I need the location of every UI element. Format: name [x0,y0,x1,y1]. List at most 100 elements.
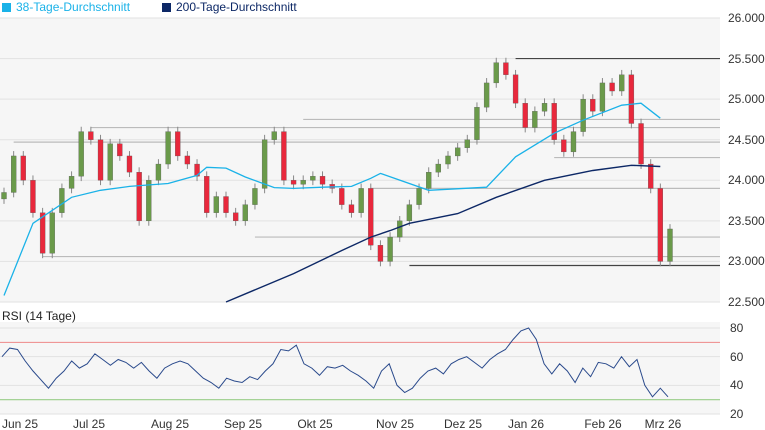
x-tick: Mrz 26 [644,417,682,430]
candle-up [464,139,470,148]
y-tick: 24.000 [728,173,765,188]
candle-up [397,220,403,238]
candle-down [512,74,519,104]
x-tick: Aug 25 [150,417,190,430]
y-tick: 25.500 [728,51,765,66]
candle-up [78,131,84,177]
candle-down [97,139,104,181]
candle-down [551,103,557,140]
candle-down [136,172,142,222]
candle-down [88,131,94,140]
candle-up [68,176,75,189]
candle-up [11,155,17,193]
candle-up [416,188,422,205]
candle-up [667,228,673,262]
candle-down [638,123,644,165]
candle-down [30,180,36,213]
candle-up [261,139,268,189]
x-tick: Okt 25 [297,417,333,430]
legend-swatch-ma200 [162,2,171,12]
candle-up [406,204,413,222]
x-tick: Feb 26 [584,417,622,430]
candle-down [503,62,509,75]
candle-up [165,131,171,165]
candle-down [204,176,210,213]
candle-up [358,188,364,213]
candle-up [252,188,258,205]
candle-up [435,163,441,173]
candle-down [319,176,326,185]
candle-down [590,98,596,112]
candle-down [117,143,123,157]
rsi-title: RSI (14 Tage) [2,309,76,323]
ma200-line [225,164,661,303]
candle-up [300,180,306,185]
candle-up [570,131,577,153]
candle-down [233,212,239,222]
candle-up [1,192,7,200]
candle-up [580,98,586,132]
y-tick: 26.000 [728,11,765,25]
candle-down [184,155,191,165]
candle-up [493,62,499,84]
candle-down [657,188,663,262]
candle-down [290,180,297,185]
ma38-line [3,102,661,296]
candle-up [213,196,219,213]
y-tick: 22.500 [728,295,765,309]
candle-up [271,131,277,140]
x-tick: Dez 25 [443,417,483,430]
candle-up [541,103,548,112]
candle-up [146,180,152,222]
candle-down [223,196,229,213]
y-tick: 23.000 [728,254,765,269]
candle-up [445,155,451,165]
candle-up [619,74,625,92]
y-tick: 25.000 [728,92,765,107]
candle-up [474,107,480,140]
candle-up [426,172,432,189]
candle-down [126,155,133,173]
candle-up [532,111,538,128]
x-tick: Sep 25 [223,417,263,430]
candle-up [49,212,55,254]
candle-down [175,131,181,157]
x-tick: Jun 25 [1,417,39,430]
candle-down [194,163,200,177]
candle-down [609,82,615,92]
candle-up [242,204,248,222]
candle-down [339,188,345,205]
candle-down [648,163,654,189]
y-tick: 24.500 [728,132,765,147]
candle-up [387,236,393,262]
candle-down [281,131,287,181]
legend-swatch-ma38 [2,2,11,12]
legend-ma200: 200-Tage-Durchschnitt [162,0,297,14]
candle-down [368,188,374,246]
candle-down [348,204,355,213]
x-tick: Jul 25 [72,417,106,430]
legend-label-ma200: 200-Tage-Durchschnitt [176,0,297,14]
rsi-y-tick: 40 [730,378,744,393]
y-tick: 23.500 [728,213,765,228]
candle-up [455,147,461,157]
rsi-y-tick: 80 [730,321,744,335]
rsi-plot-area [0,322,720,414]
candle-up [310,176,316,181]
candle-down [628,74,635,124]
candle-up [107,143,113,181]
candle-up [59,188,65,213]
rsi-line [1,327,669,398]
x-tick: Nov 25 [375,417,415,430]
candle-down [20,155,26,181]
candle-down [39,212,46,254]
candle-down [561,139,567,153]
candle-down [522,103,528,128]
rsi-y-tick: 60 [730,349,744,364]
legend-ma38: 38-Tage-Durchschnitt [2,0,130,14]
legend-label-ma38: 38-Tage-Durchschnitt [16,0,131,14]
candle-up [483,82,490,108]
candle-up [155,163,162,181]
